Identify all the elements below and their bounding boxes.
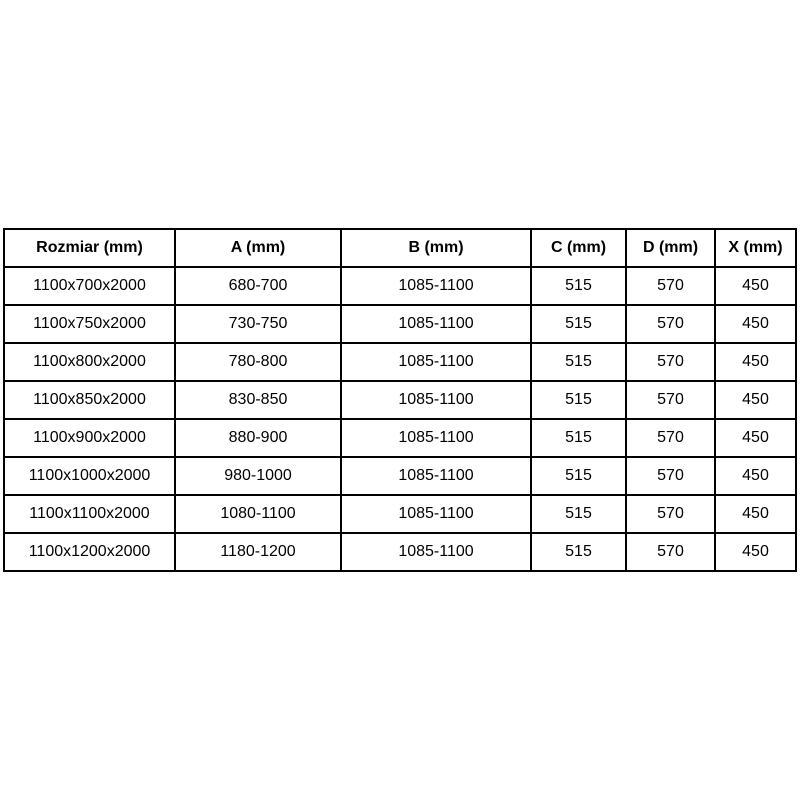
- table-cell: 1085-1100: [340, 304, 532, 344]
- table-cell: 1085-1100: [340, 380, 532, 420]
- table-cell: 450: [714, 532, 797, 572]
- table-cell: 450: [714, 418, 797, 458]
- table-cell: 1100x900x2000: [3, 418, 176, 458]
- table-cell: 1085-1100: [340, 418, 532, 458]
- header-cell: C (mm): [530, 228, 627, 268]
- table-cell: 515: [530, 342, 627, 382]
- table-body: 1100x700x2000 680-700 1085-1100 515 570 450 11…: [3, 266, 797, 572]
- header-cell: Rozmiar (mm): [3, 228, 176, 268]
- table-cell: 1085-1100: [340, 456, 532, 496]
- table-cell: 450: [714, 494, 797, 534]
- table-cell: 980-1000: [174, 456, 342, 496]
- table-cell: 450: [714, 380, 797, 420]
- table-row: 1100x1000x2000 980-1000 1085-1100 515 570 450: [3, 456, 797, 496]
- table-cell: 1100x1000x2000: [3, 456, 176, 496]
- table-row: 1100x900x2000 880-900 1085-1100 515 570 450: [3, 418, 797, 458]
- table-row: 1100x1100x2000 1080-1100 1085-1100 515 570 45…: [3, 494, 797, 534]
- table-row: 1100x800x2000 780-800 1085-1100 515 570 450: [3, 342, 797, 382]
- table-cell: 450: [714, 342, 797, 382]
- table-cell: 515: [530, 494, 627, 534]
- table-cell: 450: [714, 304, 797, 344]
- table-cell: 450: [714, 266, 797, 306]
- table-cell: 515: [530, 456, 627, 496]
- table-cell: 1080-1100: [174, 494, 342, 534]
- table-cell: 515: [530, 532, 627, 572]
- header-cell: A (mm): [174, 228, 342, 268]
- table-cell: 515: [530, 380, 627, 420]
- table-cell: 570: [625, 532, 716, 572]
- table-cell: 730-750: [174, 304, 342, 344]
- table-row: 1100x750x2000 730-750 1085-1100 515 570 450: [3, 304, 797, 344]
- table-cell: 1100x1200x2000: [3, 532, 176, 572]
- table-cell: 450: [714, 456, 797, 496]
- table-row: 1100x1200x2000 1180-1200 1085-1100 515 570 45…: [3, 532, 797, 572]
- table-cell: 1100x1100x2000: [3, 494, 176, 534]
- table-cell: 1100x850x2000: [3, 380, 176, 420]
- table-cell: 515: [530, 418, 627, 458]
- table-row: 1100x850x2000 830-850 1085-1100 515 570 450: [3, 380, 797, 420]
- table-cell: 1180-1200: [174, 532, 342, 572]
- header-cell: B (mm): [340, 228, 532, 268]
- header-row: Rozmiar (mm) A (mm) B (mm) C (mm) D (mm) X (m…: [3, 228, 797, 268]
- table-cell: 1085-1100: [340, 266, 532, 306]
- table-cell: 1085-1100: [340, 532, 532, 572]
- table-cell: 570: [625, 456, 716, 496]
- table-cell: 1100x800x2000: [3, 342, 176, 382]
- table-cell: 570: [625, 418, 716, 458]
- header-cell: X (mm): [714, 228, 797, 268]
- table-cell: 830-850: [174, 380, 342, 420]
- table-cell: 515: [530, 304, 627, 344]
- table-cell: 880-900: [174, 418, 342, 458]
- table-cell: 680-700: [174, 266, 342, 306]
- table-cell: 780-800: [174, 342, 342, 382]
- table-cell: 515: [530, 266, 627, 306]
- table-cell: 570: [625, 342, 716, 382]
- table-cell: 570: [625, 494, 716, 534]
- table-cell: 1085-1100: [340, 342, 532, 382]
- table-cell: 570: [625, 380, 716, 420]
- table-cell: 570: [625, 304, 716, 344]
- table-cell: 570: [625, 266, 716, 306]
- dimensions-table: Rozmiar (mm) A (mm) B (mm) C (mm) D (mm) X (m…: [3, 228, 797, 572]
- table-cell: 1100x750x2000: [3, 304, 176, 344]
- table-row: 1100x700x2000 680-700 1085-1100 515 570 450: [3, 266, 797, 306]
- table-cell: 1100x700x2000: [3, 266, 176, 306]
- table-cell: 1085-1100: [340, 494, 532, 534]
- header-cell: D (mm): [625, 228, 716, 268]
